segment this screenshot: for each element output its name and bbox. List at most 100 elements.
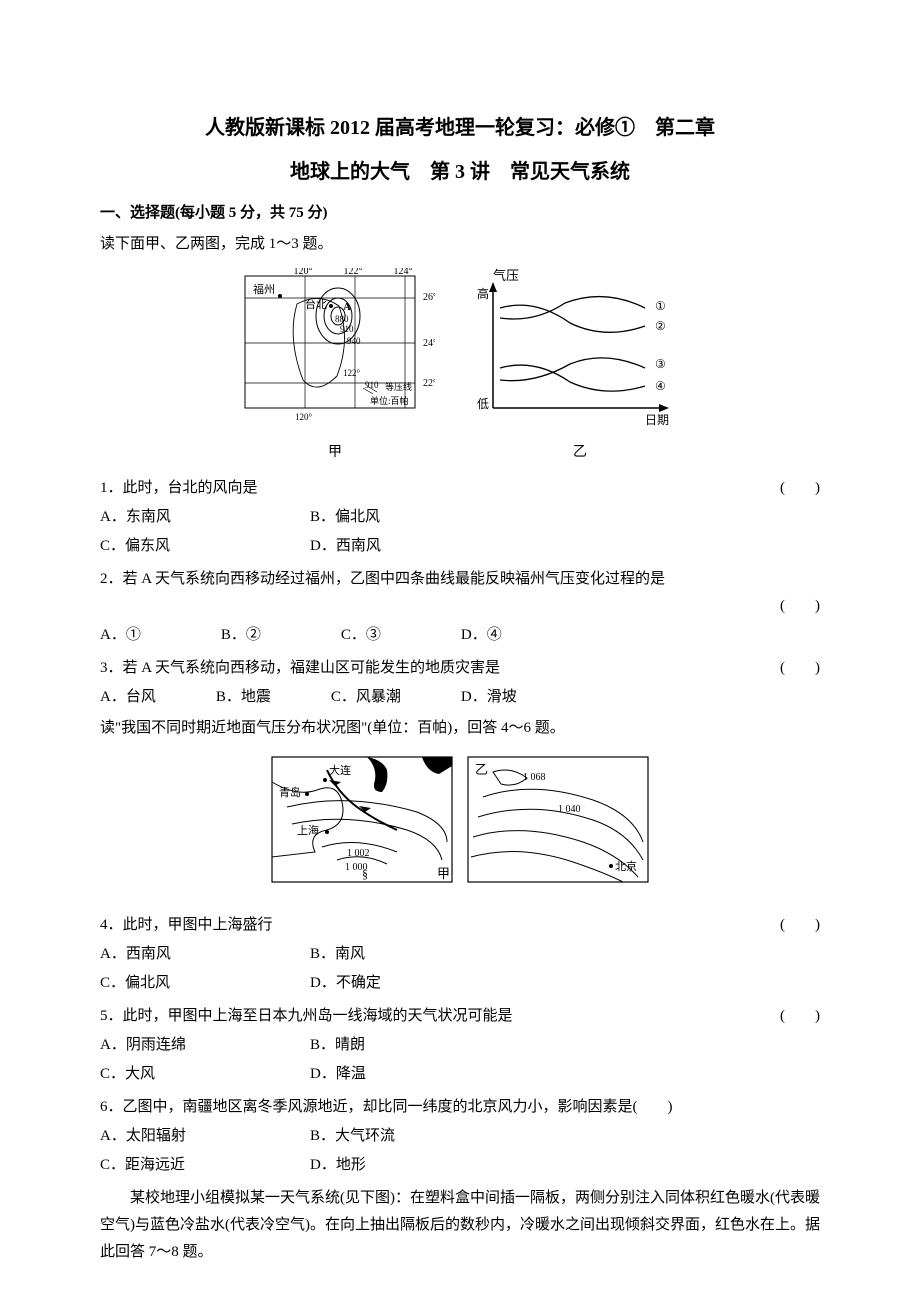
svg-text:122°: 122° bbox=[343, 368, 361, 378]
instruction-1: 读下面甲、乙两图，完成 1～3 题。 bbox=[100, 231, 820, 258]
q5-opt-b: B．晴朗 bbox=[310, 1032, 365, 1059]
q5-opt-a: A．阴雨连绵 bbox=[100, 1032, 300, 1059]
q4-options-ab: A．西南风 B．南风 bbox=[100, 941, 820, 968]
svg-text:北京: 北京 bbox=[615, 859, 637, 873]
figure-yi: 气压 高 低 日期 ① ② ③ ④ 乙 bbox=[475, 268, 685, 465]
svg-text:甲: 甲 bbox=[437, 866, 450, 881]
figure-jia: 120° 122° 124° 26° 24° 22° 福州 台北 A 880 9… bbox=[235, 268, 435, 465]
q4-options-cd: C．偏北风 D．不确定 bbox=[100, 970, 820, 997]
figure-row-2: 大连 青岛 上海 1 002 1 000 § 甲 乙 1 068 bbox=[100, 752, 820, 902]
svg-text:§: § bbox=[362, 867, 368, 881]
svg-text:气压: 气压 bbox=[493, 268, 519, 283]
figure-yi-svg: 气压 高 低 日期 ① ② ③ ④ bbox=[475, 268, 685, 428]
svg-text:910: 910 bbox=[365, 380, 379, 390]
q3-opt-b: B．地震 bbox=[216, 684, 271, 711]
figure-jia-svg: 120° 122° 124° 26° 24° 22° 福州 台北 A 880 9… bbox=[235, 268, 435, 428]
q6-stem: 6．乙图中，南疆地区离冬季风源地近，却比同一纬度的北京风力小，影响因素是( ) bbox=[100, 1094, 820, 1121]
svg-text:940: 940 bbox=[347, 336, 361, 346]
q5-opt-c: C．大风 bbox=[100, 1061, 300, 1088]
q2-opt-a: A．① bbox=[100, 622, 141, 649]
q5-line: 5．此时，甲图中上海至日本九州岛一线海域的天气状况可能是 ( ) bbox=[100, 1003, 820, 1030]
q5-stem: 5．此时，甲图中上海至日本九州岛一线海域的天气状况可能是 bbox=[100, 1003, 513, 1030]
svg-text:日期: 日期 bbox=[645, 413, 669, 427]
q4-blank: ( ) bbox=[780, 912, 820, 939]
q6-opt-d: D．地形 bbox=[310, 1152, 366, 1179]
q3-blank: ( ) bbox=[780, 655, 820, 682]
q6-opt-a: A．太阳辐射 bbox=[100, 1123, 300, 1150]
q6-options-cd: C．距海远近 D．地形 bbox=[100, 1152, 820, 1179]
svg-text:26°: 26° bbox=[423, 292, 435, 303]
q2-opt-d: D．④ bbox=[461, 622, 502, 649]
fig-jia-caption: 甲 bbox=[235, 440, 435, 465]
q1-options-cd: C．偏东风 D．西南风 bbox=[100, 533, 820, 560]
q4-opt-d: D．不确定 bbox=[310, 970, 381, 997]
svg-text:120°: 120° bbox=[295, 412, 313, 422]
q1-stem: 1．此时，台北的风向是 bbox=[100, 475, 258, 502]
q3-opt-a: A．台风 bbox=[100, 684, 156, 711]
q5-opt-d: D．降温 bbox=[310, 1061, 366, 1088]
q4-stem: 4．此时，甲图中上海盛行 bbox=[100, 912, 273, 939]
q1-opt-a: A．东南风 bbox=[100, 504, 300, 531]
svg-text:低: 低 bbox=[477, 397, 489, 411]
q5-options-ab: A．阴雨连绵 B．晴朗 bbox=[100, 1032, 820, 1059]
q3-opt-c: C．风暴潮 bbox=[331, 684, 401, 711]
svg-text:大连: 大连 bbox=[329, 763, 351, 777]
q2-options: A．① B．② C．③ D．④ bbox=[100, 622, 820, 649]
figure2-jia-svg: 大连 青岛 上海 1 002 1 000 § 甲 bbox=[267, 752, 457, 892]
svg-text:③: ③ bbox=[655, 357, 666, 371]
q1-options-ab: A．东南风 B．偏北风 bbox=[100, 504, 820, 531]
section-1-header: 一、选择题(每小题 5 分，共 75 分) bbox=[100, 200, 820, 227]
svg-text:1 002: 1 002 bbox=[347, 848, 370, 859]
svg-text:①: ① bbox=[655, 299, 666, 313]
q6-opt-c: C．距海远近 bbox=[100, 1152, 300, 1179]
q1-opt-c: C．偏东风 bbox=[100, 533, 300, 560]
q3-line: 3．若 A 天气系统向西移动，福建山区可能发生的地质灾害是 ( ) bbox=[100, 655, 820, 682]
q2-opt-c: C．③ bbox=[341, 622, 381, 649]
figure-row-1: 120° 122° 124° 26° 24° 22° 福州 台北 A 880 9… bbox=[100, 268, 820, 465]
doc-title-line1: 人教版新课标 2012 届高考地理一轮复习：必修① 第二章 bbox=[100, 110, 820, 146]
q4-opt-a: A．西南风 bbox=[100, 941, 300, 968]
q5-options-cd: C．大风 D．降温 bbox=[100, 1061, 820, 1088]
doc-title-line2: 地球上的大气 第 3 讲 常见天气系统 bbox=[100, 154, 820, 190]
figure2-yi-svg: 乙 1 068 1 040 北京 bbox=[463, 752, 653, 892]
fig-yi-caption: 乙 bbox=[475, 440, 685, 465]
q2-stem: 2．若 A 天气系统向西移动经过福州，乙图中四条曲线最能反映福州气压变化过程的是 bbox=[100, 566, 820, 593]
svg-text:24°: 24° bbox=[423, 338, 435, 349]
svg-text:乙: 乙 bbox=[475, 762, 488, 777]
svg-text:②: ② bbox=[655, 319, 666, 333]
figure2-jia: 大连 青岛 上海 1 002 1 000 § 甲 bbox=[267, 752, 457, 902]
svg-text:880: 880 bbox=[335, 314, 349, 324]
q3-options: A．台风 B．地震 C．风暴潮 D．滑坡 bbox=[100, 684, 820, 711]
q1-line: 1．此时，台北的风向是 ( ) bbox=[100, 475, 820, 502]
q3-opt-d: D．滑坡 bbox=[461, 684, 517, 711]
q1-blank: ( ) bbox=[780, 475, 820, 502]
q6-options-ab: A．太阳辐射 B．大气环流 bbox=[100, 1123, 820, 1150]
svg-text:④: ④ bbox=[655, 379, 666, 393]
svg-text:上海: 上海 bbox=[297, 823, 319, 837]
q2-blank: ( ) bbox=[100, 593, 820, 620]
instruction-2: 读"我国不同时期近地面气压分布状况图"(单位：百帕)，回答 4～6 题。 bbox=[100, 715, 820, 742]
q6-opt-b: B．大气环流 bbox=[310, 1123, 395, 1150]
svg-text:青岛: 青岛 bbox=[279, 785, 301, 799]
q4-opt-c: C．偏北风 bbox=[100, 970, 300, 997]
q2-opt-b: B．② bbox=[221, 622, 261, 649]
svg-text:1 040: 1 040 bbox=[558, 804, 581, 815]
q1-opt-d: D．西南风 bbox=[310, 533, 381, 560]
svg-text:单位:百帕: 单位:百帕 bbox=[370, 395, 409, 406]
svg-text:124°: 124° bbox=[394, 268, 413, 277]
svg-text:122°: 122° bbox=[344, 268, 363, 277]
svg-text:高: 高 bbox=[477, 286, 489, 301]
q4-opt-b: B．南风 bbox=[310, 941, 365, 968]
svg-text:福州: 福州 bbox=[253, 282, 275, 296]
svg-text:120°: 120° bbox=[294, 268, 313, 277]
q5-blank: ( ) bbox=[780, 1003, 820, 1030]
q3-stem: 3．若 A 天气系统向西移动，福建山区可能发生的地质灾害是 bbox=[100, 655, 500, 682]
q1-opt-b: B．偏北风 bbox=[310, 504, 380, 531]
figure2-yi: 乙 1 068 1 040 北京 bbox=[463, 752, 653, 902]
svg-text:910: 910 bbox=[340, 324, 354, 334]
svg-text:等压线: 等压线 bbox=[385, 381, 412, 392]
svg-text:A: A bbox=[343, 301, 351, 313]
q4-line: 4．此时，甲图中上海盛行 ( ) bbox=[100, 912, 820, 939]
paragraph-78: 某校地理小组模拟某一天气系统(见下图)：在塑料盒中间插一隔板，两侧分别注入同体积… bbox=[100, 1185, 820, 1266]
svg-text:22°: 22° bbox=[423, 378, 435, 389]
